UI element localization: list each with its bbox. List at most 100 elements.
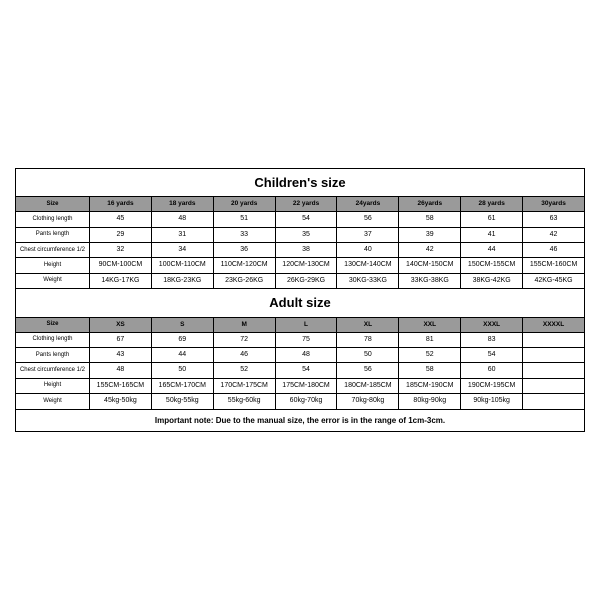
children-cell: 14KG-17KG xyxy=(89,273,151,288)
adult-header-1: XS xyxy=(89,317,151,332)
children-title-row: Children's size xyxy=(16,168,585,197)
note-text: Important note: Due to the manual size, … xyxy=(16,409,585,432)
adult-cell: 46 xyxy=(213,347,275,362)
children-row-label-1: Pants length xyxy=(16,227,90,242)
adult-cell: 180CM-185CM xyxy=(337,378,399,393)
adult-header-4: L xyxy=(275,317,337,332)
adult-header-6: XXL xyxy=(399,317,461,332)
children-header-7: 28 yards xyxy=(461,197,523,212)
adult-cell: 54 xyxy=(461,347,523,362)
children-header-2: 18 yards xyxy=(151,197,213,212)
children-cell: 30KG-33KG xyxy=(337,273,399,288)
children-header-4: 22 yards xyxy=(275,197,337,212)
adult-cell: 48 xyxy=(275,347,337,362)
adult-cell: 185CM-190CM xyxy=(399,378,461,393)
adult-cell: 56 xyxy=(337,363,399,378)
adult-cell: 55kg-60kg xyxy=(213,394,275,409)
note-row: Important note: Due to the manual size, … xyxy=(16,409,585,432)
adult-header-2: S xyxy=(151,317,213,332)
children-cell: 46 xyxy=(523,243,585,258)
adult-cell xyxy=(523,378,585,393)
size-table: Children's size Size 16 yards 18 yards 2… xyxy=(15,168,585,432)
adult-cell: 50 xyxy=(337,347,399,362)
adult-title: Adult size xyxy=(16,289,585,318)
children-cell: 51 xyxy=(213,212,275,227)
children-row-label-3: Height xyxy=(16,258,90,273)
adult-cell: 83 xyxy=(461,332,523,347)
children-cell: 130CM-140CM xyxy=(337,258,399,273)
adult-row-1: Pants length 43 44 46 48 50 52 54 xyxy=(16,347,585,362)
children-cell: 155CM-160CM xyxy=(523,258,585,273)
children-title: Children's size xyxy=(16,168,585,197)
adult-cell: 58 xyxy=(399,363,461,378)
adult-row-label-3: Height xyxy=(16,378,90,393)
children-cell: 42 xyxy=(399,243,461,258)
children-cell: 48 xyxy=(151,212,213,227)
adult-cell xyxy=(523,363,585,378)
adult-cell: 67 xyxy=(89,332,151,347)
children-cell: 26KG-29KG xyxy=(275,273,337,288)
adult-cell: 69 xyxy=(151,332,213,347)
adult-cell: 155CM-165CM xyxy=(89,378,151,393)
children-row-0: Clothing length 45 48 51 54 56 58 61 63 xyxy=(16,212,585,227)
adult-row-label-2: Chest circumference 1/2 xyxy=(16,363,90,378)
children-cell: 31 xyxy=(151,227,213,242)
adult-cell: 50 xyxy=(151,363,213,378)
adult-cell: 70kg-80kg xyxy=(337,394,399,409)
children-cell: 18KG-23KG xyxy=(151,273,213,288)
children-cell: 37 xyxy=(337,227,399,242)
adult-title-row: Adult size xyxy=(16,289,585,318)
adult-row-label-0: Clothing length xyxy=(16,332,90,347)
children-cell: 44 xyxy=(461,243,523,258)
children-header-0: Size xyxy=(16,197,90,212)
children-header-1: 16 yards xyxy=(89,197,151,212)
children-cell: 23KG-26KG xyxy=(213,273,275,288)
children-row-label-4: Weight xyxy=(16,273,90,288)
children-cell: 54 xyxy=(275,212,337,227)
adult-cell: 45kg-50kg xyxy=(89,394,151,409)
adult-cell: 78 xyxy=(337,332,399,347)
children-cell: 39 xyxy=(399,227,461,242)
adult-cell xyxy=(523,347,585,362)
adult-cell: 52 xyxy=(399,347,461,362)
children-row-label-0: Clothing length xyxy=(16,212,90,227)
children-row-3: Height 90CM-100CM 100CM-110CM 110CM-120C… xyxy=(16,258,585,273)
children-cell: 38 xyxy=(275,243,337,258)
adult-cell: 80kg-90kg xyxy=(399,394,461,409)
adult-cell xyxy=(523,394,585,409)
adult-cell: 48 xyxy=(89,363,151,378)
children-cell: 90CM-100CM xyxy=(89,258,151,273)
children-header-6: 26yards xyxy=(399,197,461,212)
children-cell: 150CM-155CM xyxy=(461,258,523,273)
children-cell: 35 xyxy=(275,227,337,242)
adult-cell: 54 xyxy=(275,363,337,378)
adult-row-label-1: Pants length xyxy=(16,347,90,362)
children-cell: 33 xyxy=(213,227,275,242)
adult-cell: 165CM-170CM xyxy=(151,378,213,393)
children-cell: 29 xyxy=(89,227,151,242)
children-cell: 58 xyxy=(399,212,461,227)
adult-row-0: Clothing length 67 69 72 75 78 81 83 xyxy=(16,332,585,347)
children-cell: 33KG-38KG xyxy=(399,273,461,288)
size-chart: Children's size Size 16 yards 18 yards 2… xyxy=(15,168,585,432)
adult-cell: 72 xyxy=(213,332,275,347)
children-cell: 34 xyxy=(151,243,213,258)
children-cell: 38KG-42KG xyxy=(461,273,523,288)
adult-cell: 175CM-180CM xyxy=(275,378,337,393)
children-header-5: 24yards xyxy=(337,197,399,212)
adult-cell: 44 xyxy=(151,347,213,362)
adult-header-7: XXXL xyxy=(461,317,523,332)
adult-cell: 60kg-70kg xyxy=(275,394,337,409)
adult-cell: 170CM-175CM xyxy=(213,378,275,393)
children-cell: 42 xyxy=(523,227,585,242)
children-row-4: Weight 14KG-17KG 18KG-23KG 23KG-26KG 26K… xyxy=(16,273,585,288)
children-cell: 120CM-130CM xyxy=(275,258,337,273)
children-cell: 56 xyxy=(337,212,399,227)
children-row-1: Pants length 29 31 33 35 37 39 41 42 xyxy=(16,227,585,242)
children-cell: 45 xyxy=(89,212,151,227)
adult-row-label-4: Weight xyxy=(16,394,90,409)
adult-row-4: Weight 45kg-50kg 50kg-55kg 55kg-60kg 60k… xyxy=(16,394,585,409)
children-header-8: 30yards xyxy=(523,197,585,212)
children-cell: 100CM-110CM xyxy=(151,258,213,273)
adult-cell: 52 xyxy=(213,363,275,378)
